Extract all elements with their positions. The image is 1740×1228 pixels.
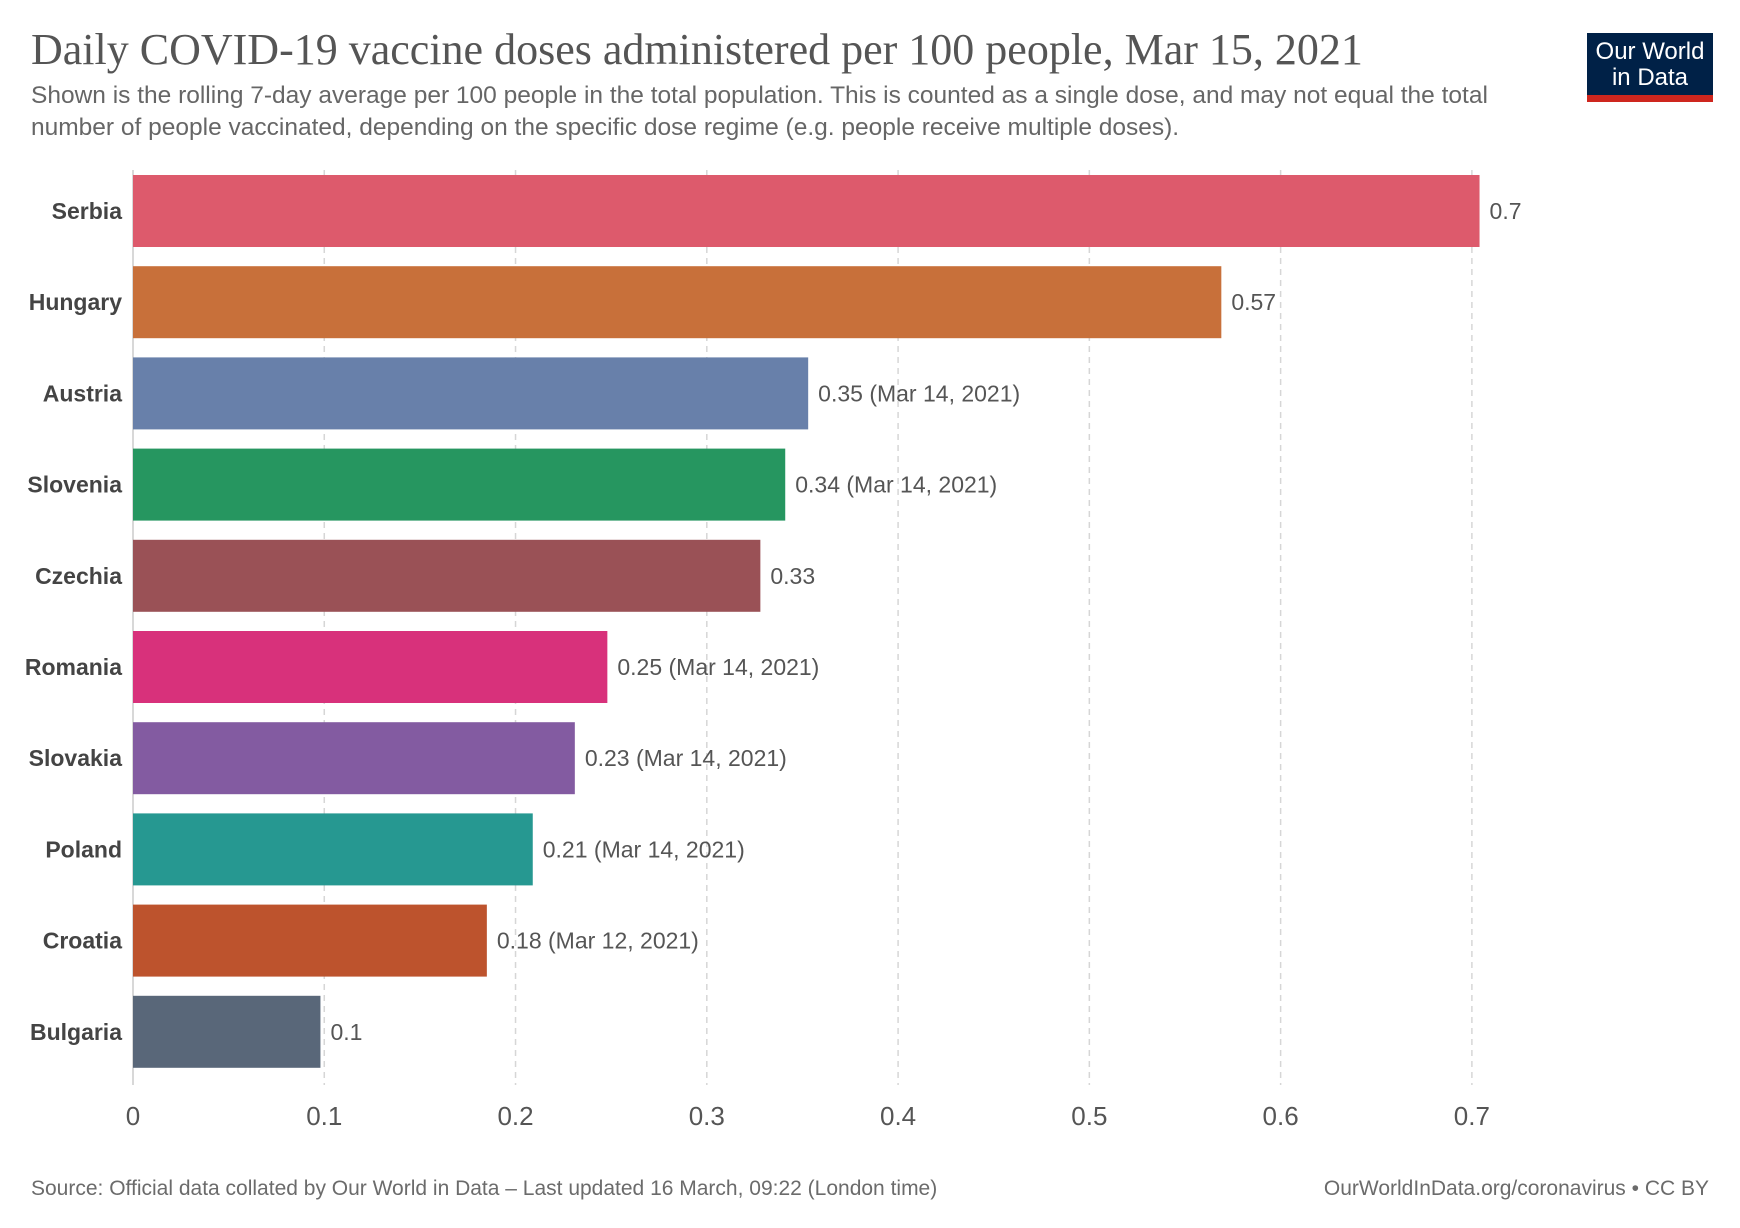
bar-slovakia[interactable]	[133, 722, 575, 795]
x-tick-label: 0	[126, 1101, 140, 1131]
value-label: 0.1	[330, 1019, 362, 1045]
x-tick-label: 0.6	[1263, 1101, 1299, 1131]
category-label: Czechia	[35, 563, 122, 589]
category-label: Slovenia	[27, 472, 122, 498]
x-tick-label: 0.7	[1454, 1101, 1490, 1131]
chart-title: Daily COVID-19 vaccine doses administere…	[31, 25, 1363, 74]
bar-austria[interactable]	[133, 357, 809, 430]
bar-romania[interactable]	[133, 631, 608, 703]
bar-hungary[interactable]	[133, 266, 1222, 339]
x-tick-label: 0.4	[880, 1101, 916, 1131]
bar-chart: 0 0.1 0.2 0.3 0.4 0.5 0.6 0.7 Serbia 0.7 Hungary 0.…	[25, 170, 1522, 1131]
value-label: 0.23 (Mar 14, 2021)	[585, 745, 787, 771]
bar-serbia[interactable]	[133, 175, 1480, 247]
bar-bulgaria[interactable]	[133, 995, 321, 1068]
value-label: 0.7	[1490, 198, 1522, 224]
value-label: 0.34 (Mar 14, 2021)	[795, 472, 997, 498]
chart-subtitle: Shown is the rolling 7-day average per 1…	[31, 82, 1488, 141]
logo-line-2: in Data	[1611, 64, 1689, 91]
category-label: Austria	[43, 380, 122, 406]
value-label: 0.18 (Mar 12, 2021)	[497, 928, 699, 954]
credit-link[interactable]: OurWorldInData.org/coronavirus • CC BY	[1323, 1177, 1709, 1200]
category-label: Romania	[25, 654, 122, 680]
x-tick-label: 0.2	[497, 1101, 533, 1131]
logo-line-1: Our World	[1595, 38, 1705, 65]
source-note: Source: Official data collated by Our Wo…	[31, 1177, 938, 1200]
category-label: Poland	[45, 836, 122, 862]
category-label: Croatia	[43, 928, 122, 954]
value-label: 0.33	[770, 563, 815, 589]
value-label: 0.25 (Mar 14, 2021)	[617, 654, 819, 680]
category-label: Bulgaria	[30, 1019, 122, 1045]
category-label: Slovakia	[29, 745, 123, 771]
owid-logo[interactable]: Our World in Data	[1587, 33, 1713, 102]
value-label: 0.57	[1231, 289, 1276, 315]
bar-czechia[interactable]	[133, 539, 761, 612]
bar-croatia[interactable]	[133, 904, 487, 977]
value-label: 0.21 (Mar 14, 2021)	[543, 836, 745, 862]
bar-poland[interactable]	[133, 813, 533, 886]
value-label: 0.35 (Mar 14, 2021)	[818, 380, 1020, 406]
x-tick-label: 0.1	[306, 1101, 342, 1131]
bar-slovenia[interactable]	[133, 448, 786, 521]
x-tick-label: 0.3	[689, 1101, 725, 1131]
x-tick-label: 0.5	[1071, 1101, 1107, 1131]
category-label: Serbia	[52, 198, 123, 224]
category-label: Hungary	[29, 289, 123, 315]
